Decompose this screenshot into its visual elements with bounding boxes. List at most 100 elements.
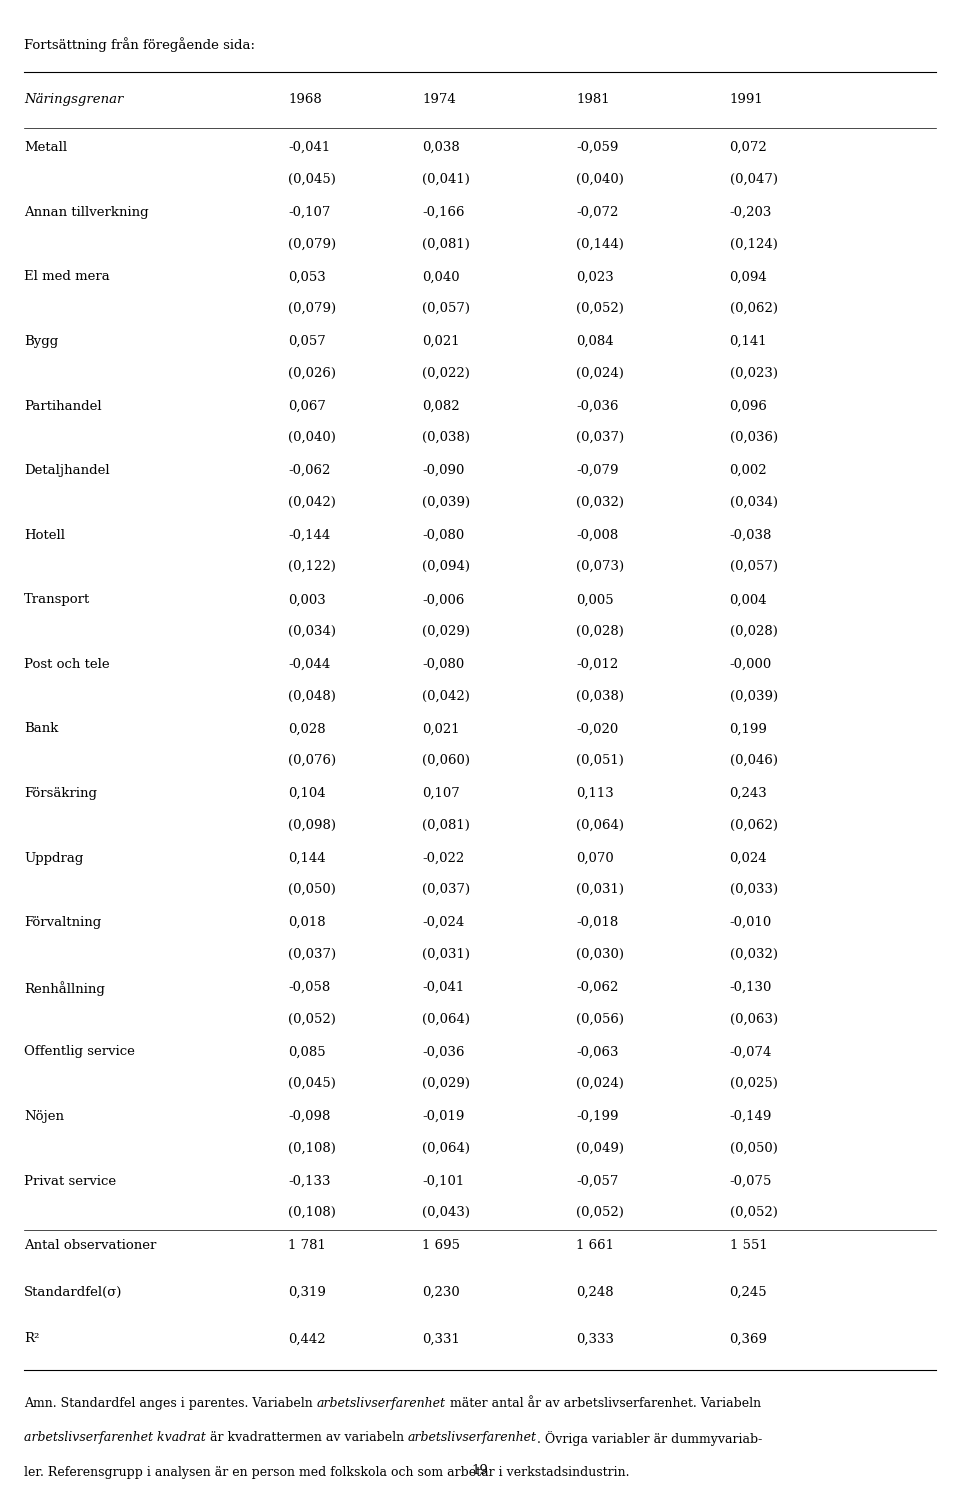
Text: (0,042): (0,042) <box>288 496 336 509</box>
Text: (0,056): (0,056) <box>576 1012 624 1026</box>
Text: 0,230: 0,230 <box>422 1286 460 1299</box>
Text: -0,072: -0,072 <box>576 206 618 219</box>
Text: (0,039): (0,039) <box>730 689 778 703</box>
Text: -0,079: -0,079 <box>576 464 618 478</box>
Text: (0,034): (0,034) <box>730 496 778 509</box>
Text: 1 781: 1 781 <box>288 1239 325 1253</box>
Text: 0,057: 0,057 <box>288 335 325 348</box>
Text: 1981: 1981 <box>576 93 610 107</box>
Text: (0,062): (0,062) <box>730 302 778 315</box>
Text: -0,098: -0,098 <box>288 1110 330 1123</box>
Text: -0,000: -0,000 <box>730 658 772 671</box>
Text: (0,028): (0,028) <box>576 625 624 638</box>
Text: -0,022: -0,022 <box>422 852 465 865</box>
Text: Post och tele: Post och tele <box>24 658 109 671</box>
Text: -0,019: -0,019 <box>422 1110 465 1123</box>
Text: (0,032): (0,032) <box>576 496 624 509</box>
Text: (0,045): (0,045) <box>288 1077 336 1090</box>
Text: -0,024: -0,024 <box>422 916 465 930</box>
Text: 0,319: 0,319 <box>288 1286 325 1299</box>
Text: -0,041: -0,041 <box>288 141 330 155</box>
Text: 0,442: 0,442 <box>288 1332 325 1346</box>
Text: 0,096: 0,096 <box>730 400 767 413</box>
Text: (0,076): (0,076) <box>288 754 336 768</box>
Text: -0,063: -0,063 <box>576 1045 618 1059</box>
Text: Uppdrag: Uppdrag <box>24 852 84 865</box>
Text: -0,020: -0,020 <box>576 722 618 736</box>
Text: -0,133: -0,133 <box>288 1175 330 1188</box>
Text: Bank: Bank <box>24 722 59 736</box>
Text: Privat service: Privat service <box>24 1175 116 1188</box>
Text: (0,050): (0,050) <box>288 883 336 897</box>
Text: (0,022): (0,022) <box>422 366 470 380</box>
Text: R²: R² <box>24 1332 39 1346</box>
Text: Detaljhandel: Detaljhandel <box>24 464 109 478</box>
Text: (0,047): (0,047) <box>730 173 778 186</box>
Text: (0,081): (0,081) <box>422 237 470 251</box>
Text: 0,331: 0,331 <box>422 1332 460 1346</box>
Text: 0,070: 0,070 <box>576 852 613 865</box>
Text: 0,005: 0,005 <box>576 593 613 607</box>
Text: (0,036): (0,036) <box>730 431 778 445</box>
Text: 0,141: 0,141 <box>730 335 767 348</box>
Text: (0,122): (0,122) <box>288 560 336 574</box>
Text: 0,003: 0,003 <box>288 593 325 607</box>
Text: Näringsgrenar: Näringsgrenar <box>24 93 124 107</box>
Text: 1 551: 1 551 <box>730 1239 767 1253</box>
Text: -0,018: -0,018 <box>576 916 618 930</box>
Text: (0,057): (0,057) <box>730 560 778 574</box>
Text: -0,074: -0,074 <box>730 1045 772 1059</box>
Text: (0,040): (0,040) <box>576 173 624 186</box>
Text: 0,004: 0,004 <box>730 593 767 607</box>
Text: 1968: 1968 <box>288 93 322 107</box>
Text: arbetslivserfarenhet: arbetslivserfarenhet <box>408 1431 537 1445</box>
Text: 0,094: 0,094 <box>730 270 767 284</box>
Text: 0,107: 0,107 <box>422 787 460 801</box>
Text: (0,028): (0,028) <box>730 625 778 638</box>
Text: (0,037): (0,037) <box>576 431 624 445</box>
Text: -0,166: -0,166 <box>422 206 465 219</box>
Text: -0,057: -0,057 <box>576 1175 618 1188</box>
Text: -0,038: -0,038 <box>730 529 772 542</box>
Text: (0,039): (0,039) <box>422 496 470 509</box>
Text: (0,046): (0,046) <box>730 754 778 768</box>
Text: -0,130: -0,130 <box>730 981 772 994</box>
Text: (0,050): (0,050) <box>730 1142 778 1155</box>
Text: (0,037): (0,037) <box>288 948 336 961</box>
Text: Partihandel: Partihandel <box>24 400 102 413</box>
Text: 0,248: 0,248 <box>576 1286 613 1299</box>
Text: Hotell: Hotell <box>24 529 65 542</box>
Text: 0,082: 0,082 <box>422 400 460 413</box>
Text: 1991: 1991 <box>730 93 763 107</box>
Text: Annan tillverkning: Annan tillverkning <box>24 206 149 219</box>
Text: (0,060): (0,060) <box>422 754 470 768</box>
Text: 1974: 1974 <box>422 93 456 107</box>
Text: (0,038): (0,038) <box>576 689 624 703</box>
Text: Offentlig service: Offentlig service <box>24 1045 134 1059</box>
Text: ler. Referensgrupp i analysen är en person med folkskola och som arbetar i verks: ler. Referensgrupp i analysen är en pers… <box>24 1466 630 1479</box>
Text: 0,245: 0,245 <box>730 1286 767 1299</box>
Text: -0,062: -0,062 <box>288 464 330 478</box>
Text: 0,024: 0,024 <box>730 852 767 865</box>
Text: (0,034): (0,034) <box>288 625 336 638</box>
Text: (0,037): (0,037) <box>422 883 470 897</box>
Text: (0,031): (0,031) <box>576 883 624 897</box>
Text: 0,053: 0,053 <box>288 270 325 284</box>
Text: (0,030): (0,030) <box>576 948 624 961</box>
Text: -0,080: -0,080 <box>422 529 465 542</box>
Text: 0,021: 0,021 <box>422 335 460 348</box>
Text: (0,029): (0,029) <box>422 1077 470 1090</box>
Text: 0,040: 0,040 <box>422 270 460 284</box>
Text: är kvadrattermen av variabeln: är kvadrattermen av variabeln <box>205 1431 408 1445</box>
Text: (0,026): (0,026) <box>288 366 336 380</box>
Text: 0,067: 0,067 <box>288 400 325 413</box>
Text: Standardfel(σ): Standardfel(σ) <box>24 1286 122 1299</box>
Text: (0,049): (0,049) <box>576 1142 624 1155</box>
Text: (0,064): (0,064) <box>422 1012 470 1026</box>
Text: (0,033): (0,033) <box>730 883 778 897</box>
Text: (0,041): (0,041) <box>422 173 470 186</box>
Text: -0,080: -0,080 <box>422 658 465 671</box>
Text: (0,057): (0,057) <box>422 302 470 315</box>
Text: -0,144: -0,144 <box>288 529 330 542</box>
Text: (0,064): (0,064) <box>422 1142 470 1155</box>
